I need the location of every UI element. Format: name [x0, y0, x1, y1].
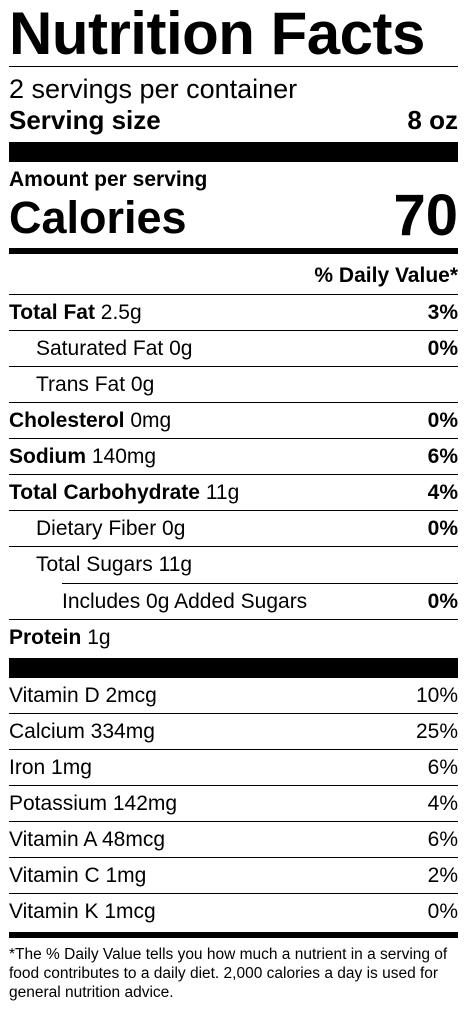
nutrient-row-total-sugars: Total Sugars 11g — [9, 547, 458, 583]
vitamin-dv: 0% — [427, 900, 458, 923]
nutrient-dv: 3% — [427, 300, 458, 324]
vitamin-row: Vitamin C 1mg 2% — [9, 858, 458, 894]
nutrient-dv: 4% — [427, 480, 458, 504]
nutrient-row-sodium: Sodium 140mg 6% — [9, 439, 458, 475]
vitamin-name: Potassium 142mg — [9, 791, 178, 815]
nutrient-row-protein: Protein 1g — [9, 620, 458, 656]
vitamin-dv: 6% — [427, 827, 458, 851]
divider — [9, 66, 458, 67]
medium-divider — [9, 932, 458, 938]
vitamin-dv: 25% — [415, 719, 458, 743]
nutrient-row-dietary-fiber: Dietary Fiber 0g 0% — [9, 511, 458, 547]
thick-divider — [9, 142, 458, 162]
nutrient-amount: 0mg — [130, 408, 172, 432]
vitamin-row: Potassium 142mg 4% — [9, 786, 458, 822]
nutrient-dv: 6% — [427, 444, 458, 468]
serving-size-row: Serving size 8 oz — [9, 105, 458, 142]
nutrient-name: Includes 0g Added Sugars — [62, 589, 308, 613]
vitamin-name: Vitamin D 2mcg — [9, 683, 157, 707]
vitamin-name: Vitamin A 48mcg — [9, 827, 166, 851]
nutrient-name: Protein — [9, 626, 82, 649]
servings-per-container: 2 servings per container — [9, 74, 298, 104]
nutrient-name: Total Fat — [9, 300, 95, 324]
vitamin-row: Iron 1mg 6% — [9, 750, 458, 786]
nutrient-name: Total Sugars — [36, 553, 153, 576]
thick-divider — [9, 658, 458, 678]
nutrient-amount: 1g — [87, 626, 111, 649]
nutrient-row-cholesterol: Cholesterol 0mg 0% — [9, 403, 458, 439]
nutrient-dv: 0% — [427, 336, 458, 360]
vitamin-row: Vitamin A 48mcg 6% — [9, 822, 458, 858]
vitamin-dv: 6% — [427, 755, 458, 779]
nutrient-dv: 0% — [427, 516, 458, 540]
nutrient-dv: 0% — [427, 589, 458, 613]
daily-value-footnote: *The % Daily Value tells you how much a … — [9, 946, 448, 1001]
partial-divider — [62, 583, 458, 584]
nutrient-amount: 2.5g — [100, 300, 142, 324]
nutrient-amount: 11g — [158, 553, 193, 576]
serving-size-value: 8 oz — [407, 105, 458, 135]
nutrient-row-total-carbohydrate: Total Carbohydrate 11g 4% — [9, 475, 458, 511]
nutrient-row-added-sugars: Includes 0g Added Sugars 0% — [9, 584, 458, 620]
vitamin-name: Calcium 334mg — [9, 719, 155, 743]
calories-row: Calories 70 — [9, 183, 458, 248]
vitamin-dv: 2% — [427, 863, 458, 887]
vitamin-name: Iron 1mg — [9, 755, 92, 779]
vitamin-row: Vitamin D 2mcg 10% — [9, 678, 458, 714]
nutrient-row-saturated-fat: Saturated Fat 0g 0% — [9, 331, 458, 367]
vitamin-dv: 4% — [427, 791, 458, 815]
label-title: Nutrition Facts — [9, 0, 425, 67]
vitamin-dv: 10% — [415, 683, 458, 707]
nutrient-amount: 0g — [130, 372, 155, 396]
nutrient-dv: 0% — [427, 408, 458, 432]
nutrient-name: Sodium — [9, 444, 86, 468]
amount-per-serving: Amount per serving — [9, 168, 208, 191]
nutrient-name: Total Carbohydrate — [9, 480, 200, 504]
nutrient-amount: 140mg — [91, 444, 157, 468]
nutrient-name: Dietary Fiber — [36, 516, 157, 540]
nutrient-amount: 0g — [162, 516, 186, 540]
calories-label: Calories — [9, 192, 187, 243]
vitamin-row: Calcium 334mg 25% — [9, 714, 458, 750]
vitamin-row: Vitamin K 1mcg 0% — [9, 894, 458, 930]
nutrient-amount: 11g — [205, 480, 240, 504]
nutrient-row-trans-fat: Trans Fat 0g — [9, 367, 458, 403]
nutrient-name: Trans Fat — [36, 372, 126, 396]
calories-value: 70 — [393, 183, 458, 248]
medium-divider — [9, 248, 458, 254]
vitamin-name: Vitamin K 1mcg — [9, 900, 156, 923]
nutrient-name: Saturated Fat — [36, 336, 164, 360]
nutrient-amount: 0g — [169, 336, 193, 360]
nutrient-row-total-fat: Total Fat 2.5g 3% — [9, 295, 458, 331]
vitamin-name: Vitamin C 1mg — [9, 863, 147, 887]
serving-size-label: Serving size — [9, 105, 161, 135]
nutrient-name: Cholesterol — [9, 408, 125, 432]
daily-value-header: % Daily Value* — [9, 254, 458, 295]
